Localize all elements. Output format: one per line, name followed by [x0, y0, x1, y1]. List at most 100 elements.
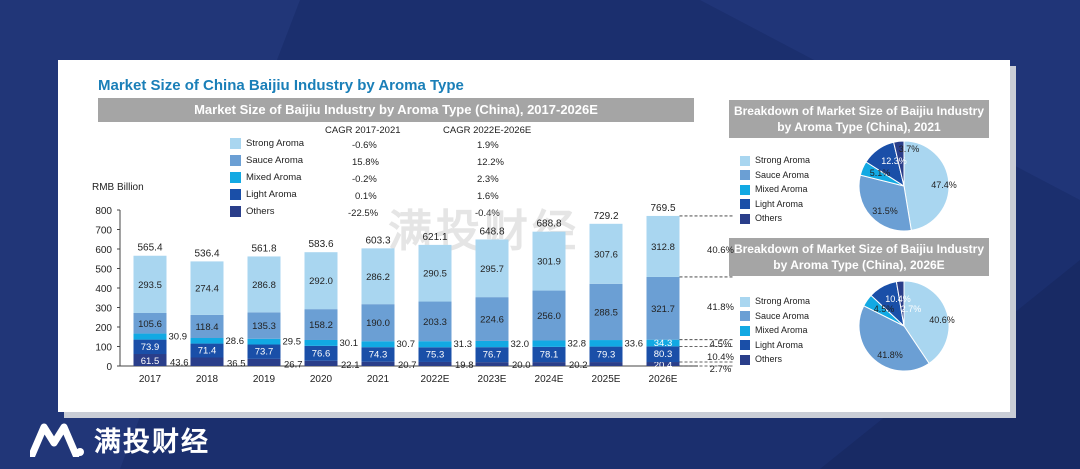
bar-value-label: 33.6	[625, 338, 644, 349]
pie1-legend-others: Others	[740, 213, 810, 228]
legend-label: Sauce Aroma	[246, 155, 304, 167]
bar-segment	[475, 347, 509, 363]
bar-value-label: 312.8	[651, 242, 675, 253]
pie-value-label: 31.5%	[872, 206, 898, 216]
bar-segment	[304, 360, 338, 366]
bar-value-label: 256.0	[537, 311, 561, 322]
cagr1-others: -22.5%	[348, 208, 379, 219]
bar-segment	[361, 347, 395, 362]
bar-value-label: 71.4	[198, 346, 217, 357]
legend-item-strong: Strong Aroma	[230, 138, 304, 152]
pie-slice	[903, 280, 950, 365]
bar-segment	[589, 346, 623, 363]
cagr2-others: -0.4%	[475, 208, 500, 219]
bar-value-label: 158.2	[309, 320, 333, 331]
mixed-swatch	[230, 172, 241, 183]
pie-2021-title: Breakdown of Market Size of Baijiu Indus…	[729, 100, 989, 138]
bar-value-label: 30.1	[340, 338, 359, 349]
bar-segment	[418, 361, 452, 366]
x-tick-label: 2022E	[421, 374, 450, 385]
pie-value-label: 3.7%	[899, 144, 920, 154]
bar-total-label: 648.8	[479, 226, 504, 237]
x-tick-label: 2018	[196, 374, 219, 385]
bar-segment	[589, 340, 623, 347]
bar-total-label: 583.6	[308, 239, 333, 250]
others-swatch	[230, 206, 241, 217]
share-label: 4.5%	[710, 339, 732, 350]
chart-canvas: RMB Billion 0 100 200 300 400 500 600 700 800 61.5…	[92, 140, 957, 385]
cagr2-light: 1.6%	[477, 191, 499, 202]
pie-value-label: 2.7%	[901, 304, 922, 314]
cagr1-sauce: 15.8%	[352, 157, 379, 168]
report-card: Market Size of China Baijiu Industry by …	[58, 60, 1010, 412]
pie-2026-legend: Strong Aroma Sauce Aroma Mixed Aroma Lig…	[740, 296, 810, 369]
y-tick-label: 400	[95, 284, 112, 295]
bar-value-label: 307.6	[594, 249, 618, 260]
bar-value-label: 32.8	[568, 339, 587, 350]
bar-value-label: 75.3	[426, 350, 445, 361]
bar-segment	[190, 261, 224, 315]
pie-legend-label: Sauce Aroma	[755, 310, 810, 321]
others-swatch	[740, 213, 750, 224]
mixed-swatch	[740, 184, 750, 195]
bar-segment	[475, 340, 509, 348]
x-tick-label: 2021	[367, 374, 390, 385]
others-swatch	[740, 354, 750, 365]
bar-value-label: 19.8	[455, 360, 474, 371]
bar-segment	[475, 297, 509, 341]
bar-segment	[589, 283, 623, 341]
legend-label: Others	[246, 206, 275, 218]
bar-segment	[418, 244, 452, 302]
legend-item-sauce: Sauce Aroma	[230, 155, 303, 169]
bar-value-label: 20.2	[569, 360, 588, 371]
legend-label: Light Aroma	[246, 189, 297, 201]
cagr-header-1: CAGR 2017-2021	[325, 125, 401, 136]
bar-value-label: 293.5	[138, 280, 162, 291]
strong-swatch	[740, 296, 750, 307]
y-tick-label: 800	[95, 206, 112, 217]
bar-value-label: 76.7	[483, 350, 502, 361]
bar-segment	[361, 248, 395, 305]
bar-segment	[190, 337, 224, 344]
pie2-legend-light: Light Aroma	[740, 340, 810, 355]
card-title: Market Size of China Baijiu Industry by …	[98, 77, 464, 94]
bar-value-label: 135.3	[252, 321, 276, 332]
bar-value-label: 26.7	[284, 359, 303, 370]
x-tick-label: 2026E	[649, 374, 678, 385]
bar-segment	[361, 304, 395, 342]
bar-segment	[589, 223, 623, 284]
main-chart-title: Market Size of Baijiu Industry by Aroma …	[98, 98, 694, 122]
y-tick-label: 500	[95, 265, 112, 276]
bar-value-label: 301.9	[537, 257, 561, 268]
sauce-swatch	[230, 155, 241, 166]
pie-legend-label: Strong Aroma	[755, 296, 811, 306]
bar-segment	[133, 312, 167, 334]
bar-total-label: 688.8	[536, 219, 561, 230]
brand-m-icon	[30, 423, 84, 457]
bar-segment	[589, 362, 623, 366]
bar-segment	[532, 231, 566, 291]
bar-value-label: 36.5	[227, 358, 246, 369]
light-swatch	[740, 340, 750, 351]
cagr2-mixed: 2.3%	[477, 174, 499, 185]
bar-total-label: 536.4	[194, 248, 219, 259]
pie-value-label: 41.8%	[877, 350, 903, 360]
bar-segment	[133, 339, 167, 355]
bar-segment	[418, 341, 452, 348]
legend-label: Mixed Aroma	[246, 172, 302, 184]
bar-value-label: 118.4	[195, 322, 218, 333]
pie-value-label: 47.4%	[931, 180, 957, 190]
x-tick-label: 2020	[310, 374, 333, 385]
bar-total-label: 603.3	[365, 235, 390, 246]
cagr1-strong: -0.6%	[352, 140, 377, 151]
strong-swatch	[740, 155, 750, 166]
pie1-legend-mixed: Mixed Aroma	[740, 184, 810, 199]
sauce-swatch	[740, 311, 750, 322]
pie-value-label: 40.6%	[929, 315, 955, 325]
y-tick-label: 100	[95, 343, 112, 354]
bar-value-label: 30.7	[397, 339, 416, 350]
bar-value-label: 190.0	[366, 318, 390, 329]
bar-segment	[532, 362, 566, 366]
mixed-swatch	[740, 325, 750, 336]
bar-value-label: 29.5	[283, 337, 302, 348]
